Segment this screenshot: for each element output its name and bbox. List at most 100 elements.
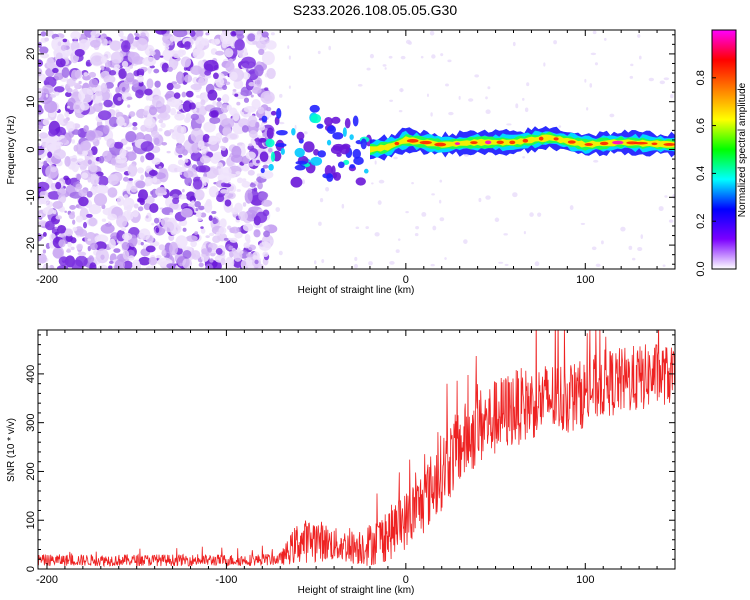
spectrogram-faint-speckle [279, 93, 283, 98]
spectrogram-faint-speckle [630, 63, 634, 67]
spectrogram-speckle-blob [176, 111, 182, 115]
spectrogram-speckle-blob [235, 30, 244, 37]
spectrogram-speckle-blob [60, 44, 67, 51]
spectrogram-speckle-blob [47, 151, 53, 158]
spectrogram-speckle-blob [220, 189, 229, 194]
spectrogram-faint-speckle [288, 85, 291, 89]
spectrogram-speckle-blob [150, 190, 154, 195]
spectrogram-speckle-blob [132, 79, 139, 88]
spectrogram-speckle-blob [123, 122, 127, 127]
spectrogram-speckle-blob [177, 159, 184, 166]
spectrogram-speckle-blob [194, 231, 199, 235]
spectrogram-speckle-blob [90, 146, 98, 156]
spectrogram-faint-speckle [503, 233, 508, 236]
spectrogram-speckle-blob [142, 110, 149, 116]
spectrogram-speckle-blob [195, 207, 199, 212]
spectrogram-x-ticks: -200 -100 0 100 [36, 30, 676, 286]
spectrogram-faint-speckle [506, 123, 512, 126]
spectrogram-speckle-blob [176, 167, 187, 173]
spectrogram-faint-speckle [537, 212, 542, 217]
spectrogram-ridge-hotspot [522, 138, 529, 143]
spectrogram-transition-blob [326, 125, 336, 134]
spectrogram-speckle-blob [153, 68, 160, 74]
spectrogram-speckle-blob [128, 255, 135, 261]
spectrogram-speckle-blob [211, 210, 217, 215]
spectrogram-speckle-blob [126, 96, 133, 101]
spectrogram-speckle-blob [221, 182, 227, 188]
spectrogram-faint-speckle [384, 67, 387, 70]
spectrogram-speckle-blob [121, 232, 133, 241]
spectrogram-faint-speckle [526, 82, 530, 87]
spectrogram-speckle-blob [258, 124, 266, 131]
spectrogram-faint-speckle [389, 260, 395, 265]
spectrogram-speckle-blob [63, 175, 70, 181]
spectrogram-speckle-blob [136, 167, 145, 174]
spectrogram-transition-blob [294, 164, 306, 171]
spectrogram-faint-speckle [269, 239, 274, 244]
spectrogram-speckle-blob [103, 99, 113, 108]
spectrogram-faint-speckle [631, 257, 636, 261]
spectrogram-faint-speckle [592, 30, 597, 35]
spectrogram-speckle-blob [67, 241, 72, 248]
spectrogram-speckle-blob [248, 162, 254, 167]
spectrogram-speckle-blob [166, 150, 171, 154]
spectrogram-speckle-blob [38, 67, 43, 77]
spectrogram-speckle-blob [171, 81, 178, 85]
spectrogram-faint-speckle [369, 53, 374, 59]
spectrogram-faint-speckle [558, 125, 562, 128]
spectrogram-speckle-blob [213, 72, 219, 80]
spectrogram-faint-speckle [414, 232, 419, 237]
spectrogram-speckle-blob [175, 133, 186, 144]
spectrogram-speckle-blob [241, 181, 251, 188]
spectrogram-speckle-blob [78, 87, 94, 104]
spectrogram-speckle-blob [232, 89, 237, 92]
spectrogram-speckle-blob [138, 81, 144, 87]
spectrogram-speckle-blob [89, 164, 98, 173]
spectrogram-speckle-blob [220, 103, 230, 113]
spectrogram-speckle-blob [94, 234, 109, 244]
spectrogram-speckle-blob [257, 181, 263, 190]
spectrogram-speckle-blob [257, 106, 265, 115]
spectrogram-speckle-blob [121, 241, 130, 251]
spectrogram-speckle-blob [247, 33, 256, 42]
spectrogram-speckle-blob [72, 219, 76, 225]
spectrogram-speckle-blob [88, 204, 102, 215]
spectrogram-ridge-hotspot [496, 140, 504, 145]
spectrogram-speckle-blob [195, 211, 202, 218]
colorbar-tick-label: 0.6 [695, 118, 707, 133]
spectrogram-faint-speckle [303, 131, 308, 135]
spectrogram-speckle-blob [170, 107, 177, 116]
spectrogram-speckle-blob [114, 64, 121, 69]
spectrogram-speckle-blob [42, 207, 55, 215]
spectrogram-speckle-blob [204, 70, 212, 76]
snr-x-tick-label: 0 [403, 574, 409, 586]
spectrogram-transition-blob [275, 142, 287, 148]
spectrogram-speckle-blob [256, 159, 260, 164]
spectrogram-transition-blob [310, 113, 322, 124]
spectrogram-faint-speckle [431, 193, 435, 196]
spectrogram-transition-blob [296, 131, 305, 141]
spectrogram-speckle-blob [145, 152, 155, 161]
spectrogram-faint-speckle [543, 62, 546, 67]
spectrogram-speckle-blob [147, 68, 152, 74]
spectrogram-speckle-blob [71, 139, 76, 144]
spectrogram-speckle-blob [85, 130, 96, 141]
spectrogram-faint-speckle [415, 225, 420, 230]
spectrogram-transition-blob [280, 148, 285, 155]
spectrogram-speckle-blob [242, 223, 254, 232]
snr-y-label: SNR (10 * v/v) [6, 418, 17, 482]
spectrogram-faint-speckle [534, 261, 540, 267]
spectrogram-speckle-blob [243, 97, 250, 103]
spectrogram-ridge-hotspot [419, 140, 432, 145]
spectrogram-faint-speckle [662, 264, 666, 267]
spectrogram-speckle-blob [130, 185, 138, 193]
spectrogram-speckle-blob [255, 77, 263, 87]
spectrogram-faint-speckle [317, 50, 321, 55]
snr-series-line [38, 330, 675, 568]
spectrogram-transition-blob [337, 161, 345, 169]
spectrogram-faint-speckle [365, 226, 369, 230]
spectrogram-speckle-blob [204, 201, 213, 213]
spectrogram-speckle-blob [63, 118, 68, 124]
spectrogram-speckle-blob [136, 33, 140, 37]
